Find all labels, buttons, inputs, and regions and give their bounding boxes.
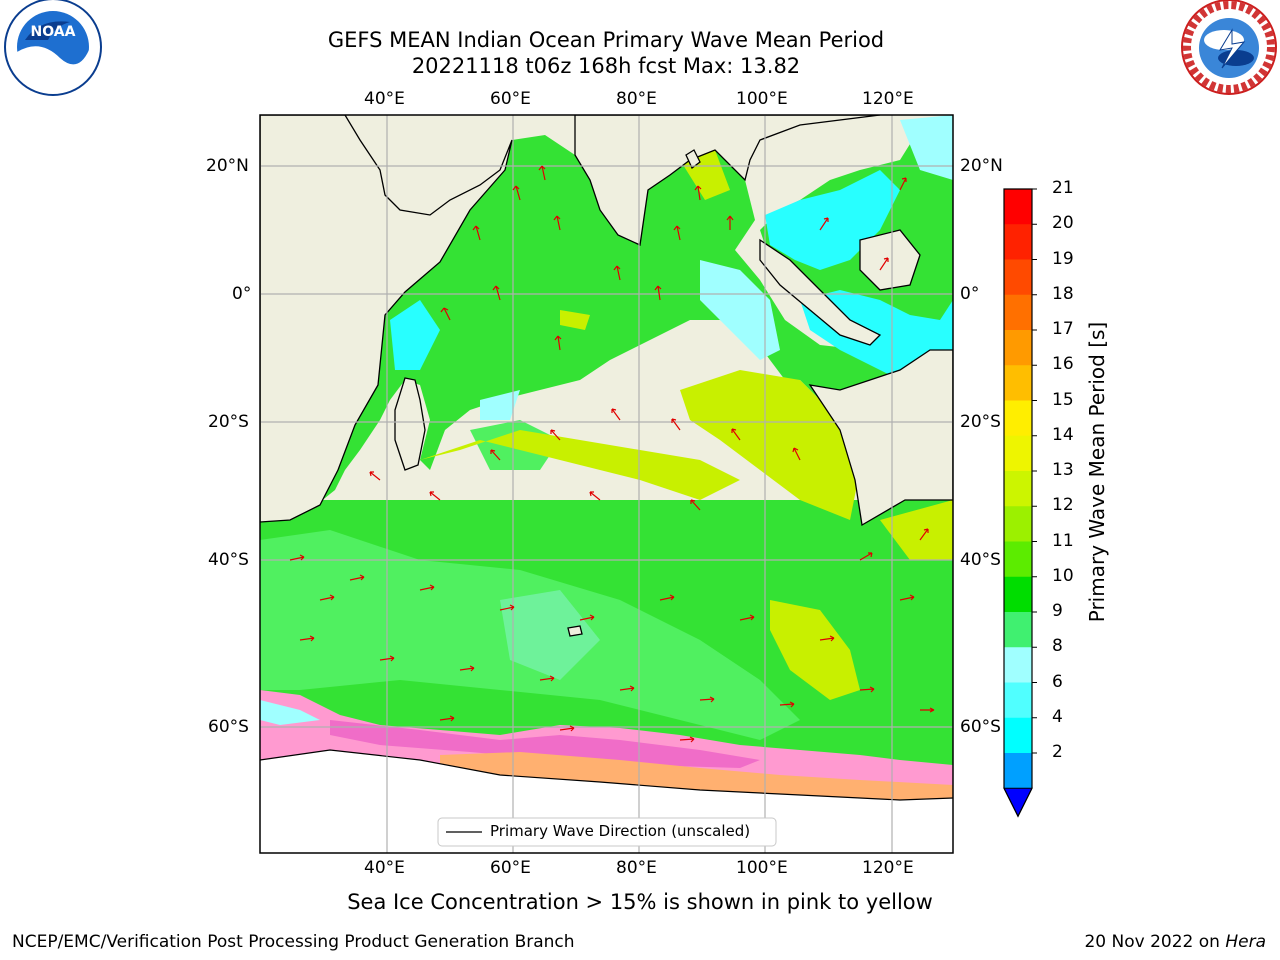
lat-label-right-0: 0° [960,284,980,304]
colorbar-segment [1004,189,1032,225]
lat-label-right-20n: 20°N [960,156,1003,176]
lon-label-top-60e: 60°E [490,89,531,109]
run-date: 20 Nov 2022 on Hera [1084,932,1266,952]
colorbar-tick-label: 2 [1052,742,1063,762]
colorbar-segment [1004,224,1032,260]
colorbar-segment [1004,400,1032,437]
lat-label-right-20s: 20°S [960,412,1001,432]
lat-label-left-0: 0° [232,284,252,304]
colorbar-extend-triangle [1003,787,1033,818]
sea-ice-caption: Sea Ice Concentration > 15% is shown in … [347,890,933,914]
map-area [260,115,953,853]
colorbar-segment [1004,541,1032,578]
noaa-logo: NOAA [4,0,102,96]
colorbar-title: Primary Wave Mean Period [s] [1085,321,1109,623]
lat-label-left-20n: 20°N [206,156,249,176]
lon-label-bottom-60e: 60°E [490,858,531,878]
graticule [260,115,953,853]
lon-label-bottom-40e: 40°E [364,858,405,878]
colorbar-segment [1004,647,1032,683]
lon-label-top-40e: 40°E [364,89,405,109]
producer-credit: NCEP/EMC/Verification Post Processing Pr… [12,932,575,952]
colorbar-segment [1004,717,1032,754]
colorbar-segment [1004,471,1032,507]
arrow-legend-label: Primary Wave Direction (unscaled) [490,822,751,840]
colorbar [1003,188,1037,818]
arrow-legend [437,817,777,847]
colorbar-tick-label: 17 [1052,319,1074,339]
lat-label-left-20s: 20°S [208,412,249,432]
lat-label-right-40s: 40°S [960,550,1001,570]
colorbar-tick-label: 12 [1052,495,1074,516]
ocean-field [260,135,953,525]
colorbar-segment [1004,259,1032,296]
lon-label-top-100e: 100°E [736,89,788,109]
lon-label-bottom-120e: 120°E [862,858,914,878]
lat-label-left-60s: 60°S [208,717,249,737]
colorbar-tick-label: 9 [1052,601,1063,621]
colorbar-segment [1004,435,1032,472]
lat-label-right-60s: 60°S [960,717,1001,737]
colorbar-segment [1004,294,1032,331]
lat-label-left-40s: 40°S [208,550,249,570]
colorbar-tick-label: 14 [1052,424,1074,445]
colorbar-tick-label: 4 [1052,706,1063,727]
colorbar-segment [1004,506,1032,542]
lon-label-bottom-100e: 100°E [736,858,788,878]
colorbar-segment [1004,753,1032,789]
colorbar-tick-label: 16 [1052,354,1074,375]
noaa-logo-text: NOAA [31,24,76,40]
lon-label-top-120e: 120°E [862,89,914,109]
colorbar-tick-label: 11 [1052,530,1074,551]
run-host: Hera [1225,932,1266,952]
map-title: GEFS MEAN Indian Ocean Primary Wave Mean… [327,28,885,52]
colorbar-tick-label: 20 [1052,213,1074,234]
nws-logo [1181,0,1277,95]
colorbar-tick-label: 13 [1052,460,1074,480]
map-subtitle: 20221118 t06z 168h fcst Max: 13.82 [411,54,801,78]
colorbar-tick-label: 10 [1052,565,1074,586]
colorbar-segment [1004,612,1032,648]
colorbar-segment [1004,576,1032,613]
lon-label-top-80e: 80°E [616,89,657,109]
colorbar-tick-label: 19 [1052,248,1074,269]
colorbar-frame [1003,188,1033,818]
run-date-text: 20 Nov 2022 on [1084,932,1226,952]
map-frame [259,114,954,854]
wave-direction-arrows [289,165,935,743]
colorbar-segment [1004,330,1032,366]
colorbar-segment [1004,682,1032,719]
lon-label-bottom-80e: 80°E [616,858,657,878]
colorbar-segment [1004,365,1032,401]
colorbar-tick-label: 18 [1052,283,1074,304]
colorbar-tick-label: 6 [1052,671,1063,692]
colorbar-tick-label: 15 [1052,389,1074,410]
colorbar-tick-label: 21 [1052,178,1074,198]
colorbar-tick-label: 8 [1052,636,1063,657]
